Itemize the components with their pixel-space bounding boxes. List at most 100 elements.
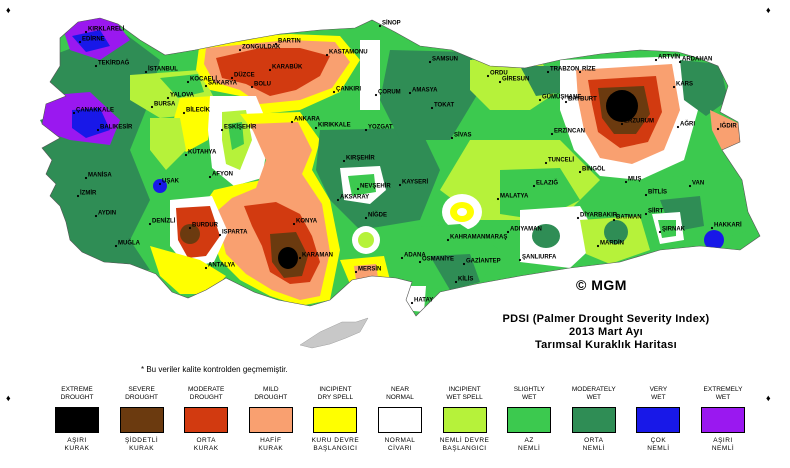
city-marker: GAZİANTEP (462, 258, 501, 266)
city-label: MERSİN (358, 266, 381, 273)
city-marker: ÇORUM (374, 90, 401, 97)
city-label: ANKARA (294, 117, 321, 123)
city-marker: ERZİNCAN (550, 128, 585, 136)
drought-map: EDİRNEKIRKLARELİTEKİRDAĞİSTANBULKOCAELİS… (40, 17, 761, 349)
city-marker: MUĞLA (114, 239, 141, 248)
city-marker: MANİSA (84, 172, 112, 180)
city-marker: ANTALYA (204, 263, 236, 270)
city-dot (114, 244, 118, 248)
legend-label-en-line: DROUGHT (60, 394, 94, 401)
city-label: KIRIKKALE (318, 123, 351, 129)
title-line-2: 2013 Mart Ayı (568, 326, 643, 338)
legend-label-tr-line: BAŞLANGICI (442, 445, 487, 452)
city-marker: YOZGAT (364, 125, 393, 132)
pdsi-legend: EXTREME DROUGHT AŞIRI KURAK SEVERE DROUGHT ŞİD… (52, 386, 772, 466)
city-label: BOLU (254, 82, 271, 88)
legend-label-tr: HAFİF KURAK (246, 437, 296, 453)
city-label: AFYON (212, 172, 233, 178)
city-marker: İSTANBUL (144, 66, 178, 74)
city-dot (250, 85, 254, 89)
city-dot (342, 159, 346, 163)
city-label: OSMANİYE (422, 256, 454, 263)
legend-label-tr: AŞIRI NEMLİ (698, 437, 748, 453)
city-marker: HAKKARİ (710, 222, 742, 230)
city-marker: ESKİŞEHİR (220, 124, 257, 132)
legend-swatch (248, 407, 293, 433)
copyright-label: © MGM (576, 277, 627, 293)
legend-label-en-line: SLIGHTLY (513, 386, 545, 393)
legend-swatch (442, 407, 487, 433)
legend-label-en-line: EXTREMELY (703, 386, 743, 393)
legend-item: VERY WET ÇOK NEMLİ (633, 386, 683, 453)
city-marker: ZONGULDAK (238, 45, 281, 52)
legend-label-en: MILD DROUGHT (246, 386, 296, 404)
city-marker: YALOVA (166, 93, 195, 100)
city-dot (356, 187, 360, 191)
city-dot (578, 170, 582, 174)
legend-label-en: EXTREME DROUGHT (52, 386, 102, 404)
city-label: GİRESUN (502, 76, 529, 83)
city-dot (274, 42, 278, 46)
city-marker: MERSİN (354, 266, 381, 274)
legend-label-en-line: WET SPELL (446, 394, 483, 401)
city-dot (624, 180, 628, 184)
city-label: İZMİR (80, 190, 97, 197)
city-dot (314, 126, 318, 130)
city-label: ZONGULDAK (242, 45, 281, 51)
city-label: KIRŞEHİR (346, 155, 375, 162)
city-marker: BALIKESİR (96, 124, 133, 132)
legend-label-tr: ORTA NEMLİ (569, 437, 619, 453)
city-dot (506, 230, 510, 234)
city-marker: KOCAELİ (186, 76, 217, 84)
city-marker: BATMAN (612, 215, 642, 222)
city-marker: ÇANKIRI (332, 87, 361, 94)
city-dot (218, 233, 222, 237)
city-label: SİVAS (454, 132, 472, 139)
legend-item: SLIGHTLY WET AZ NEMLİ (504, 386, 554, 453)
city-dot (578, 70, 582, 74)
city-dot (84, 176, 88, 180)
legend-label-tr-line: NEMLİ DEVRE (439, 437, 490, 444)
city-dot (544, 161, 548, 165)
legend-label-en: MODERATELY WET (569, 386, 619, 404)
legend-label-tr-line: ORTA (584, 437, 604, 444)
city-label: NİĞDE (368, 211, 387, 219)
corner-mark-top-right: ♦ (766, 5, 771, 15)
city-marker: TOKAT (430, 103, 454, 110)
city-marker: VAN (688, 181, 704, 188)
city-dot (518, 258, 522, 262)
city-dot (654, 58, 658, 62)
city-label: ARTVİN (658, 54, 680, 61)
city-label: TOKAT (434, 103, 454, 109)
city-dot (678, 60, 682, 64)
city-dot (710, 226, 714, 230)
legend-label-tr-line: AZ (524, 437, 534, 444)
city-dot (378, 24, 382, 28)
city-dot (354, 270, 358, 274)
city-marker: KAYSERİ (398, 179, 428, 187)
legend-label-en-line: EXTREME (61, 386, 93, 393)
city-label: EDİRNE (82, 36, 105, 43)
corner-mark-top-left: ♦ (6, 5, 11, 15)
city-dot (658, 230, 662, 234)
legend-label-en-line: NEAR (390, 386, 410, 393)
legend-label-tr-line: ÇOK (650, 437, 667, 444)
legend-label-tr: ÇOK NEMLİ (633, 437, 683, 453)
city-label: ELAZIĞ (536, 179, 558, 187)
city-marker: DİYARBAKIR (576, 212, 618, 220)
city-label: HATAY (414, 298, 433, 304)
legend-swatch (507, 407, 552, 433)
legend-label-en-line: VERY (649, 386, 668, 393)
city-dot (204, 84, 208, 88)
city-dot (644, 212, 648, 216)
city-dot (446, 238, 450, 242)
city-label: GAZİANTEP (466, 258, 501, 265)
city-marker: TEKİRDAĞ (94, 59, 130, 68)
city-dot (450, 136, 454, 140)
legend-label-en-line: DROUGHT (189, 394, 223, 401)
city-dot (430, 106, 434, 110)
city-label: MARDİN (600, 240, 624, 247)
city-label: YOZGAT (368, 125, 393, 131)
city-marker: KÜTAHYA (184, 149, 217, 157)
legend-item: NEAR NORMAL NORMAL CİVARI (375, 386, 425, 453)
